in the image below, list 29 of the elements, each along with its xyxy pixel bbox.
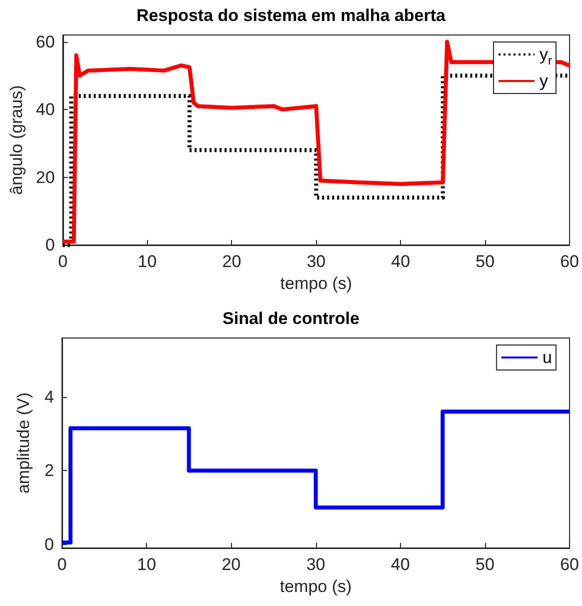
y-axis-title: ângulo (graus) — [7, 85, 26, 195]
y-tick-label: 0 — [45, 236, 55, 254]
x-tick-label: 50 — [475, 555, 494, 574]
y-axis-title: amplitude (V) — [14, 392, 33, 494]
y-tick-label: 2 — [44, 461, 54, 480]
x-tick-label: 60 — [560, 555, 580, 574]
legend-label: y — [540, 72, 549, 90]
y-tick-label: 40 — [36, 100, 55, 120]
x-tick-label: 50 — [476, 252, 495, 271]
x-tick-label: 60 — [560, 252, 580, 271]
x-tick-label: 10 — [137, 555, 156, 574]
x-tick-label: 0 — [58, 252, 68, 271]
chart-title: Sinal de controle — [222, 309, 360, 328]
x-axis-title: tempo (s) — [280, 274, 352, 293]
x-tick-label: 20 — [222, 252, 242, 271]
x-tick-label: 20 — [222, 555, 241, 574]
y-tick-label: 20 — [36, 168, 55, 187]
x-tick-label: 40 — [390, 555, 410, 574]
y-tick-label: 60 — [36, 32, 55, 52]
legend-label: u — [542, 348, 552, 367]
chart-title: Resposta do sistema em malha aberta — [136, 6, 446, 25]
x-tick-label: 30 — [306, 555, 326, 574]
y-tick-label: 4 — [44, 387, 54, 406]
x-tick-label: 40 — [391, 252, 410, 271]
x-tick-label: 30 — [306, 252, 326, 271]
x-tick-label: 10 — [138, 252, 157, 271]
x-axis-title: tempo (s) — [280, 576, 352, 596]
x-tick-label: 0 — [57, 555, 67, 574]
y-tick-label: 0 — [44, 534, 54, 554]
